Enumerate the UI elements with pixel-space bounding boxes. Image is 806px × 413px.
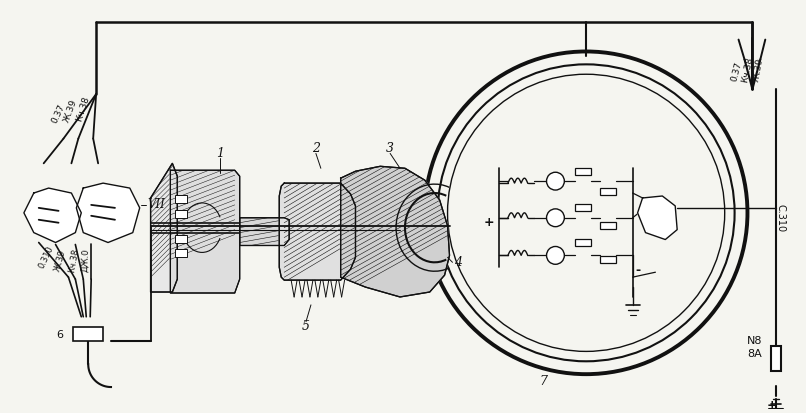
- Polygon shape: [77, 183, 139, 242]
- Text: 5: 5: [302, 320, 310, 333]
- Bar: [600, 256, 616, 263]
- Polygon shape: [239, 218, 289, 245]
- Bar: [575, 204, 591, 211]
- Text: 1: 1: [216, 147, 224, 160]
- Polygon shape: [638, 196, 677, 240]
- Polygon shape: [24, 188, 81, 242]
- Bar: [73, 327, 103, 342]
- Text: 4: 4: [455, 256, 463, 269]
- Text: 0.310: 0.310: [38, 244, 56, 270]
- Polygon shape: [151, 163, 177, 292]
- Bar: [176, 249, 187, 257]
- Text: +: +: [484, 216, 494, 229]
- Circle shape: [546, 172, 564, 190]
- Text: ДЖ.0: ДЖ.0: [80, 249, 90, 272]
- Text: 7: 7: [539, 375, 547, 387]
- Circle shape: [438, 64, 734, 361]
- Circle shape: [425, 52, 747, 374]
- Circle shape: [447, 74, 725, 351]
- Bar: [176, 235, 187, 242]
- Circle shape: [546, 247, 564, 264]
- Text: Кч.38: Кч.38: [67, 247, 80, 273]
- Text: 0.37: 0.37: [729, 60, 743, 82]
- Circle shape: [546, 209, 564, 227]
- Text: Кч.38: Кч.38: [74, 95, 90, 123]
- Text: С.310: С.310: [775, 204, 785, 232]
- Text: -: -: [635, 264, 640, 277]
- Polygon shape: [170, 170, 239, 293]
- Text: Ж.39: Ж.39: [62, 98, 79, 123]
- Text: 8А: 8А: [748, 349, 762, 359]
- Text: Кч.38: Кч.38: [741, 56, 754, 83]
- Bar: [176, 195, 187, 203]
- Text: 2: 2: [312, 142, 320, 155]
- Text: 6: 6: [56, 330, 64, 339]
- Polygon shape: [279, 183, 355, 280]
- Text: Ж.39: Ж.39: [752, 57, 765, 82]
- Polygon shape: [341, 166, 450, 297]
- Text: 0.37: 0.37: [50, 103, 67, 125]
- Bar: [575, 239, 591, 246]
- Bar: [575, 168, 591, 175]
- Bar: [600, 188, 616, 195]
- Text: N8: N8: [747, 337, 762, 347]
- Text: 3: 3: [386, 142, 394, 155]
- Bar: [771, 347, 781, 371]
- Bar: [600, 222, 616, 229]
- Text: VII: VII: [147, 198, 165, 211]
- Text: Ж.39: Ж.39: [53, 249, 68, 272]
- Text: +: +: [767, 399, 778, 412]
- Bar: [176, 210, 187, 218]
